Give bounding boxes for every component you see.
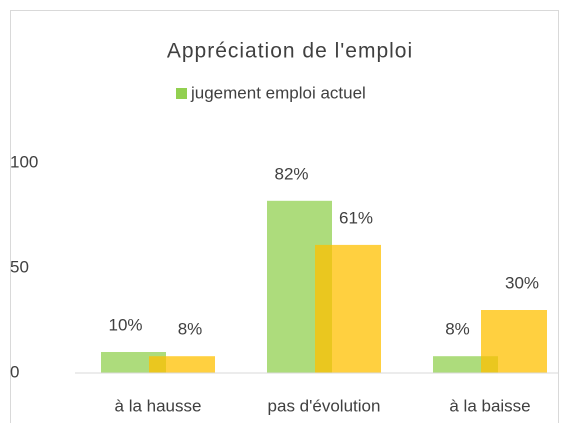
legend-swatch	[176, 88, 187, 99]
x-tick-label: à la baisse	[449, 396, 530, 415]
y-tick-label: 100	[10, 152, 38, 171]
y-tick-label: 50	[10, 257, 29, 276]
value-label: 8%	[178, 320, 203, 339]
value-label: 30%	[505, 273, 539, 292]
x-tick-label: pas d'évolution	[268, 396, 381, 415]
value-label: 10%	[108, 315, 142, 334]
value-label: 61%	[339, 208, 373, 227]
chart-title: Appréciation de l'emploi	[167, 40, 413, 63]
value-label: 82%	[274, 164, 308, 183]
legend-label: jugement emploi actuel	[190, 83, 366, 102]
y-tick-label: 0	[10, 362, 19, 381]
bar	[315, 244, 381, 373]
x-tick-label: à la hausse	[115, 396, 202, 415]
bar	[149, 356, 215, 373]
value-label: 8%	[445, 320, 470, 339]
bar	[481, 310, 547, 373]
